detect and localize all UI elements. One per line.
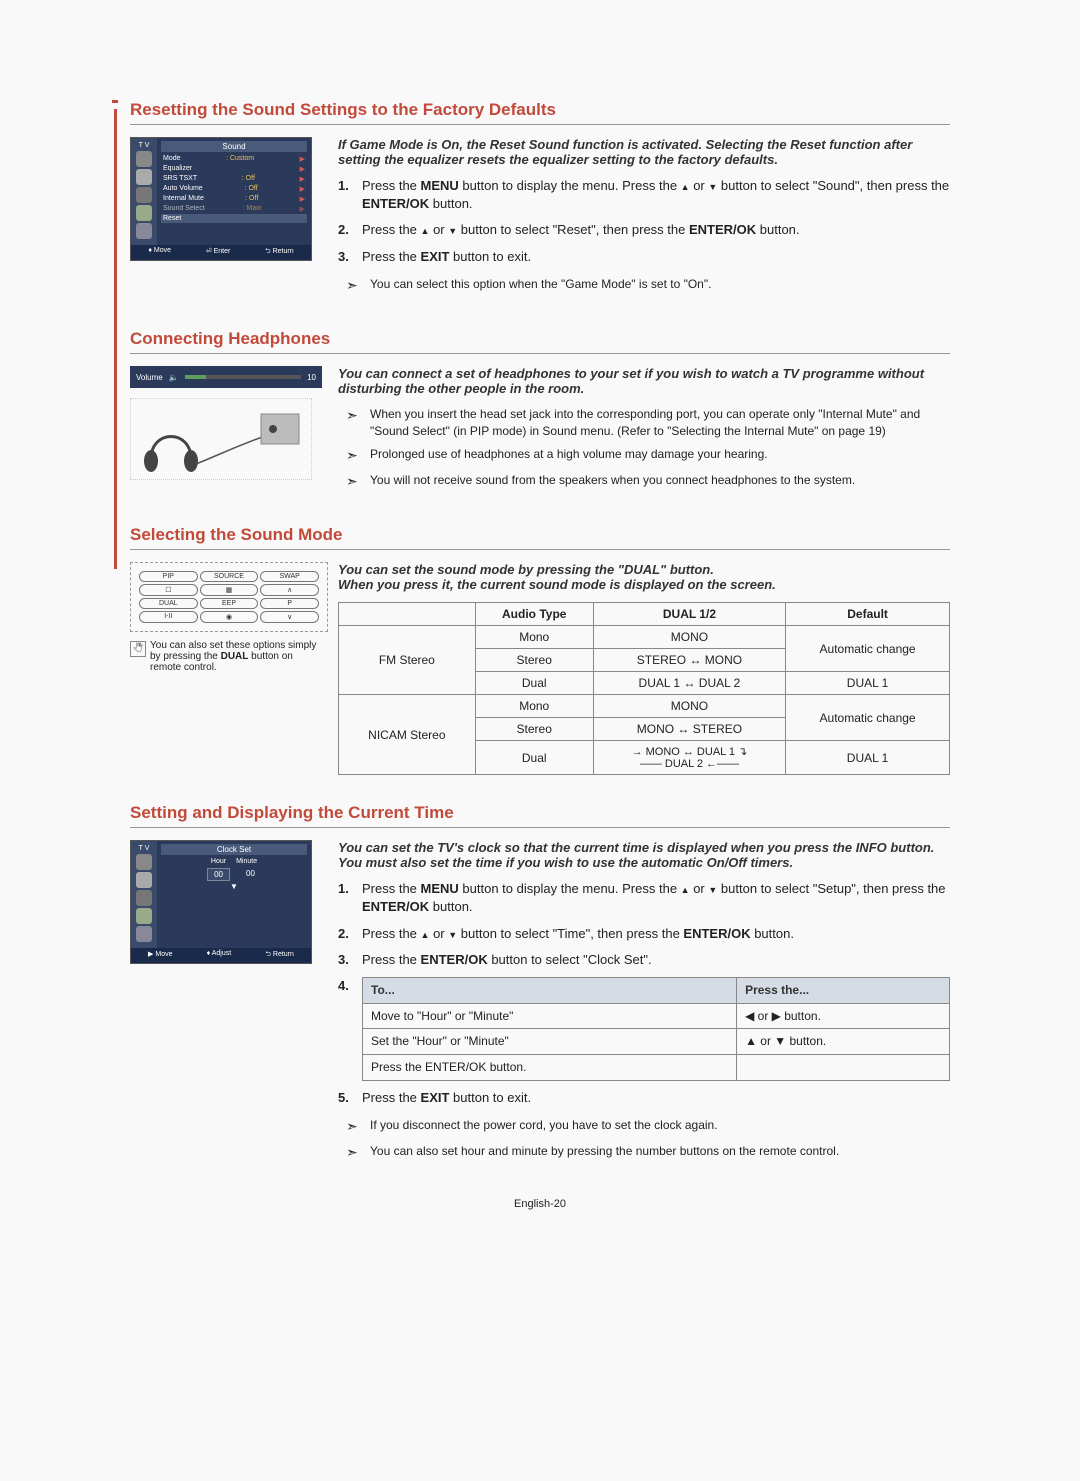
note-text: If you disconnect the power cord, you ha… xyxy=(370,1117,718,1137)
pointer-icon: ➣ xyxy=(346,446,360,466)
section-title: Setting and Displaying the Current Time xyxy=(130,803,950,828)
note-text: You can also set hour and minute by pres… xyxy=(370,1143,839,1163)
page-footer: English-20 xyxy=(130,1198,950,1210)
pointer-icon: ➣ xyxy=(346,1117,360,1137)
osd-title: Clock Set xyxy=(161,844,307,855)
section-soundmode: Selecting the Sound Mode PIP SOURCE SWAP… xyxy=(130,525,950,775)
up-icon xyxy=(681,178,690,193)
osd-icon xyxy=(136,926,152,942)
osd-icon xyxy=(136,205,152,221)
down-icon xyxy=(708,881,717,896)
clock-controls-table: To...Press the... Move to "Hour" or "Min… xyxy=(362,977,950,1081)
osd-icon xyxy=(136,187,152,203)
note-text: Prolonged use of headphones at a high vo… xyxy=(370,446,768,466)
note-text: When you insert the head set jack into t… xyxy=(370,406,950,440)
headphones-icon xyxy=(131,399,311,479)
osd-volume-bar: Volume 🔈 10 xyxy=(130,366,322,388)
osd-side-label: T V xyxy=(131,845,157,852)
table-group: NICAM Stereo xyxy=(339,695,476,775)
lead: You can set the TV's clock so that the c… xyxy=(338,840,950,870)
up-icon xyxy=(681,881,690,896)
page: Resetting the Sound Settings to the Fact… xyxy=(130,100,950,1210)
pointer-icon: ➣ xyxy=(346,276,360,296)
lead: If Game Mode is On, the Reset Sound func… xyxy=(338,137,950,167)
section-title: Selecting the Sound Mode xyxy=(130,525,950,550)
osd-icon xyxy=(136,223,152,239)
lead: You can set the sound mode by pressing t… xyxy=(338,562,950,592)
down-icon xyxy=(448,222,457,237)
osd-icon xyxy=(136,872,152,888)
osd-icon xyxy=(136,151,152,167)
pointer-icon: ➣ xyxy=(346,406,360,440)
note-text: You can select this option when the "Gam… xyxy=(370,276,711,296)
pointer-icon: ➣ xyxy=(346,472,360,492)
pointer-icon: ➣ xyxy=(346,1143,360,1163)
osd-side-label: T V xyxy=(131,142,157,149)
table-group: FM Stereo xyxy=(339,626,476,695)
section-reset: Resetting the Sound Settings to the Fact… xyxy=(130,100,950,301)
down-icon xyxy=(448,926,457,941)
lead: You can connect a set of headphones to y… xyxy=(338,366,950,396)
osd-icon xyxy=(136,890,152,906)
osd-icon xyxy=(136,169,152,185)
osd-sound-menu: T V Sound Mode: Custom▶ Equalizer▶ SRS T… xyxy=(130,137,312,261)
section-title: Resetting the Sound Settings to the Fact… xyxy=(130,100,950,125)
osd-title: Sound xyxy=(161,141,307,152)
steps: Press the MENU button to display the men… xyxy=(338,177,950,266)
remote-diagram: PIP SOURCE SWAP ☐ ▦ ∧ DUAL EEP P I-II ◉ … xyxy=(130,562,328,632)
headphone-figure xyxy=(130,398,312,480)
margin-marks xyxy=(112,100,118,569)
section-title: Connecting Headphones xyxy=(130,329,950,354)
steps: Press the MENU button to display the men… xyxy=(338,880,950,1107)
remote-icon: 🖑 xyxy=(130,641,146,657)
osd-icon xyxy=(136,854,152,870)
caption: 🖑 You can also set these options simply … xyxy=(130,640,320,673)
osd-clock-menu: T V Clock Set Hour Minute xyxy=(130,840,312,964)
osd-icon xyxy=(136,908,152,924)
note-text: You will not receive sound from the spea… xyxy=(370,472,855,492)
section-clock: Setting and Displaying the Current Time … xyxy=(130,803,950,1168)
sound-mode-table: Audio Type DUAL 1/2 Default FM Stereo Mo… xyxy=(338,602,950,775)
section-headphones: Connecting Headphones Volume 🔈 10 xyxy=(130,329,950,497)
down-icon xyxy=(708,178,717,193)
